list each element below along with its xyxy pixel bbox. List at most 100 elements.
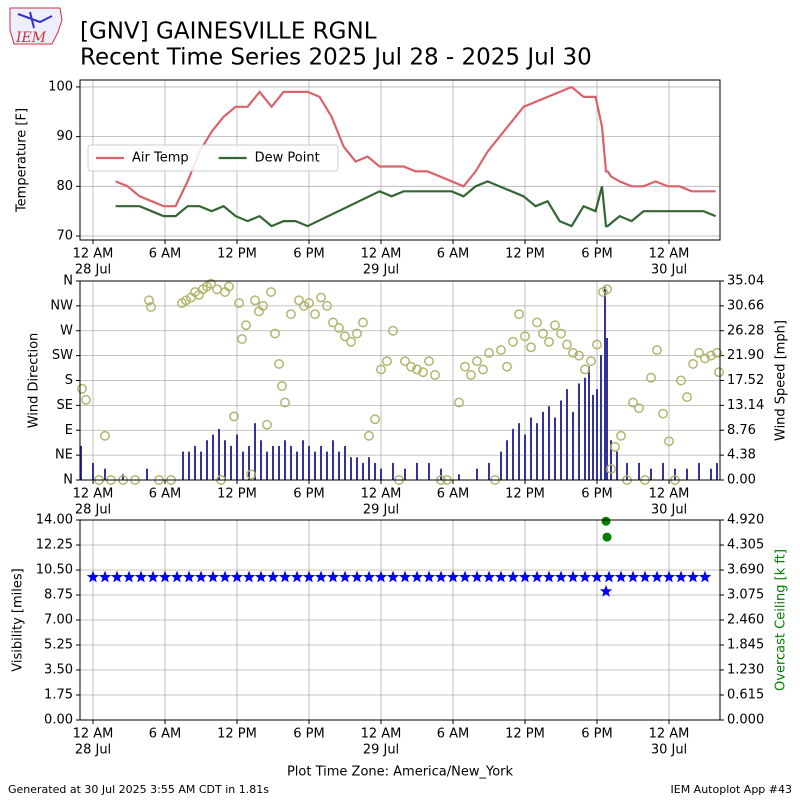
x-tick-label: 6 PM: [581, 247, 612, 262]
bar: [194, 445, 196, 480]
y-tick-label: 1.75: [44, 688, 73, 703]
x-tick-label: 6 PM: [581, 727, 612, 742]
star-marker: [674, 570, 688, 583]
star-marker: [410, 570, 424, 583]
bar: [362, 462, 364, 480]
point: [294, 295, 304, 306]
y-tick-label: 70: [56, 229, 73, 244]
x-date-label: 29 Jul: [363, 503, 399, 518]
y2-tick-label: 3.075: [727, 588, 764, 603]
star-marker: [146, 570, 160, 583]
x-date-label: 30 Jul: [651, 263, 687, 278]
bar: [302, 440, 304, 480]
x-date-label: 28 Jul: [75, 263, 111, 278]
star-marker: [182, 570, 196, 583]
star-marker: [218, 570, 232, 583]
bar: [596, 389, 598, 480]
star-marker: [206, 570, 220, 583]
bar: [416, 462, 418, 480]
point: [81, 394, 91, 405]
x-tick-label: 12 AM: [649, 247, 690, 262]
point: [246, 469, 256, 480]
x-axis-label: Plot Time Zone: America/New_York: [287, 765, 514, 780]
point: [206, 278, 216, 289]
point: [370, 414, 380, 425]
point: [406, 361, 416, 372]
point: [466, 370, 476, 380]
y-tick-label: S: [65, 373, 73, 388]
bar: [530, 417, 532, 480]
y-tick-label: 12.25: [36, 538, 73, 553]
bar: [224, 440, 226, 480]
bar: [638, 462, 640, 480]
star-marker: [302, 570, 316, 583]
bar: [260, 440, 262, 480]
point: [606, 463, 616, 474]
y2-tick-label: 4.920: [727, 513, 764, 528]
star-marker: [542, 570, 556, 583]
point: [277, 381, 287, 391]
point: [346, 336, 356, 347]
point: [400, 356, 410, 367]
point: [181, 295, 191, 306]
plot-frame: [79, 280, 721, 481]
y-tick-label: 3.50: [44, 663, 73, 678]
x-date-label: 29 Jul: [363, 263, 399, 278]
point: [322, 300, 332, 311]
star-marker: [194, 570, 208, 583]
star-marker: [362, 570, 376, 583]
star-marker: [470, 570, 484, 583]
y2-tick-label: 8.76: [727, 423, 756, 438]
x-date-label: 29 Jul: [363, 743, 399, 758]
star-marker: [374, 570, 388, 583]
star-marker: [326, 570, 340, 583]
point: [280, 397, 290, 408]
point: [688, 358, 698, 369]
star-marker: [338, 570, 352, 583]
point: [502, 361, 512, 372]
point: [241, 320, 251, 331]
bar: [278, 445, 280, 480]
bar: [610, 440, 612, 480]
bar: [266, 451, 268, 480]
plot-frame: [79, 79, 721, 241]
bar: [122, 474, 124, 480]
point: [508, 336, 518, 347]
point: [310, 309, 320, 320]
bar: [308, 445, 310, 480]
star-marker: [350, 570, 364, 583]
y-tick-label: 80: [56, 179, 73, 194]
x-tick-label: 6 PM: [293, 727, 324, 742]
bar: [248, 445, 250, 480]
x-tick-label: 12 PM: [217, 727, 257, 742]
point: [304, 298, 314, 309]
star-marker: [314, 570, 328, 583]
y-tick-label: N: [63, 473, 73, 488]
y-tick-label: 90: [56, 129, 73, 144]
bar: [476, 468, 478, 480]
bar: [332, 440, 334, 480]
bar: [506, 440, 508, 480]
star-marker: [242, 570, 256, 583]
bar: [440, 468, 442, 480]
x-tick-label: 6 PM: [581, 487, 612, 502]
point: [229, 411, 239, 422]
point: [460, 361, 470, 372]
y2-axis-label: Wind Speed [mph]: [774, 320, 789, 441]
point: [412, 364, 422, 375]
line-series: [115, 180, 717, 228]
star-marker: [578, 570, 592, 583]
bar: [592, 394, 594, 480]
bar: [290, 445, 292, 480]
point: [532, 317, 542, 328]
point: [100, 430, 110, 441]
x-date-label: 30 Jul: [651, 503, 687, 518]
y2-axis-label: Overcast Ceiling [k ft]: [774, 549, 789, 691]
y2-tick-label: 3.690: [727, 563, 764, 578]
point: [601, 516, 611, 526]
bar: [686, 468, 688, 480]
x-tick-label: 12 AM: [73, 247, 114, 262]
point: [658, 408, 668, 419]
point: [520, 331, 530, 342]
